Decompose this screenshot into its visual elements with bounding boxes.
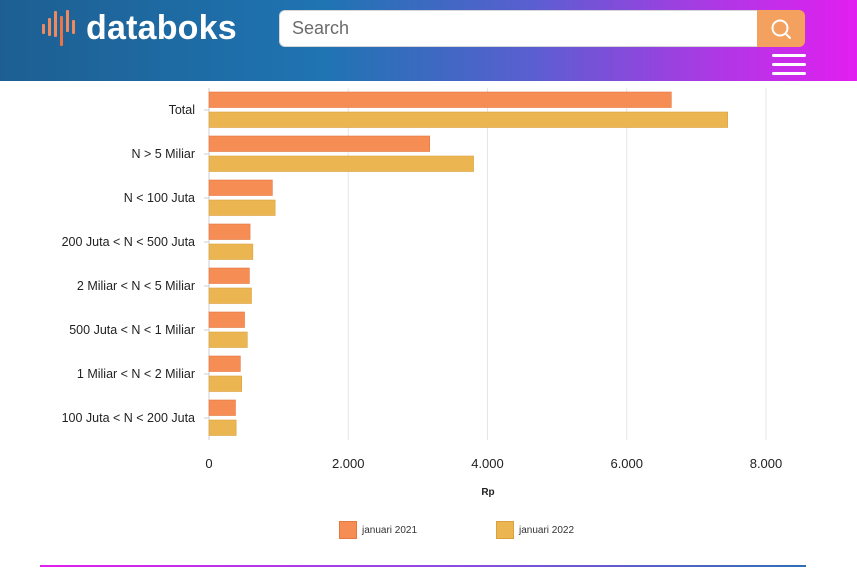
legend-label-2022: januari 2022 xyxy=(519,524,575,536)
search-icon xyxy=(771,19,791,39)
legend-label-2021: januari 2021 xyxy=(362,524,418,536)
bar-2022 xyxy=(208,111,729,128)
category-label: 2 Miliar < N < 5 Miliar xyxy=(77,279,195,293)
legend-item-2021[interactable]: januari 2021 xyxy=(339,521,417,539)
bar-chart: 0 2.000 4.000 6.000 8.000 Total N > 5 Miliar N … xyxy=(62,88,783,498)
bar-2022 xyxy=(208,243,254,260)
logo-text: databoks xyxy=(86,8,237,47)
bar-2021 xyxy=(208,355,241,372)
bar-2022 xyxy=(208,199,276,216)
bar-2021 xyxy=(208,267,250,284)
bar-2022 xyxy=(208,331,248,348)
bar-2021 xyxy=(208,399,236,416)
bottom-divider xyxy=(40,565,806,567)
category-label: 100 Juta < N < 200 Juta xyxy=(62,411,195,425)
logo[interactable]: databoks xyxy=(40,8,237,48)
x-tick-label: 6.000 xyxy=(610,456,643,471)
site-header: databoks xyxy=(0,0,857,81)
legend-swatch-2021 xyxy=(339,521,357,539)
bar-2021 xyxy=(208,135,431,152)
x-tick-label: 8.000 xyxy=(750,456,783,471)
bar-2021 xyxy=(208,223,251,240)
search-input[interactable] xyxy=(279,10,757,47)
bar-2022 xyxy=(208,155,474,172)
category-label: N > 5 Miliar xyxy=(131,147,195,161)
category-label: 500 Juta < N < 1 Miliar xyxy=(69,323,195,337)
category-label: Total xyxy=(169,103,195,117)
bar-2021 xyxy=(208,179,273,196)
legend-swatch-2022 xyxy=(496,521,514,539)
search-button[interactable] xyxy=(757,10,805,47)
category-label: 200 Juta < N < 500 Juta xyxy=(62,235,195,249)
x-tick-label: 4.000 xyxy=(471,456,504,471)
bar-2022 xyxy=(208,375,243,392)
category-label: 1 Miliar < N < 2 Miliar xyxy=(77,367,195,381)
bar-2021 xyxy=(208,311,245,328)
bar-2022 xyxy=(208,419,237,436)
x-tick-label: 2.000 xyxy=(332,456,365,471)
x-axis-label: Rp xyxy=(481,487,494,498)
hamburger-menu-icon[interactable] xyxy=(772,54,806,76)
legend-item-2022[interactable]: januari 2022 xyxy=(496,521,574,539)
x-tick-label: 0 xyxy=(205,456,212,471)
bar-2021 xyxy=(208,91,672,108)
databoks-logo-icon xyxy=(40,8,82,48)
bar-2022 xyxy=(208,287,252,304)
category-label: N < 100 Juta xyxy=(124,191,195,205)
